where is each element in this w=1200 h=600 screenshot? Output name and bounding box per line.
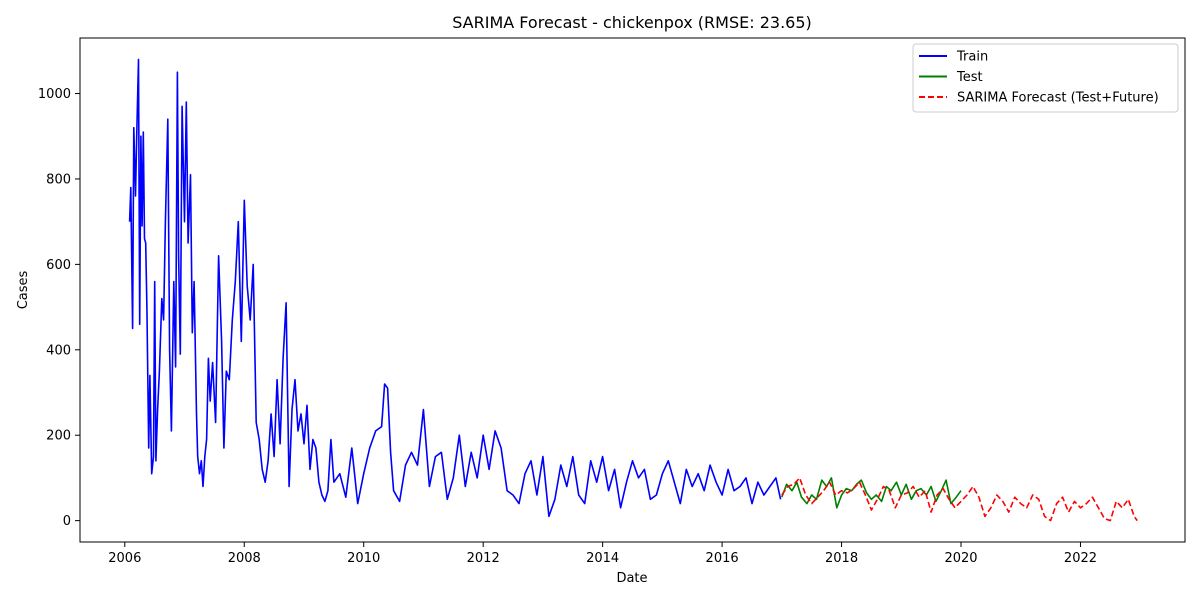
series-line-test — [781, 477, 962, 509]
legend: Train Test SARIMA Forecast (Test+Future) — [912, 43, 1179, 113]
series-line-sarima-forecast-test-future — [781, 477, 1138, 522]
y-tick-label: 400 — [46, 343, 71, 358]
x-tick-label: 2016 — [706, 551, 739, 566]
x-tick-label: 2012 — [467, 551, 500, 566]
x-tick-label: 2010 — [347, 551, 380, 566]
series-line-train — [128, 58, 782, 518]
legend-box — [912, 43, 1179, 113]
y-tick-label: 1000 — [38, 87, 71, 102]
x-tick-label: 2014 — [586, 551, 619, 566]
y-tick-label: 200 — [46, 429, 71, 444]
legend-label: Train — [956, 50, 988, 65]
y-axis-title: Cases — [16, 270, 31, 309]
legend-label: SARIMA Forecast (Test+Future) — [957, 91, 1159, 106]
x-tick-label: 2018 — [825, 551, 858, 566]
legend-label: Test — [956, 70, 983, 85]
y-tick-label: 800 — [46, 172, 71, 187]
x-tick-label: 2006 — [108, 551, 141, 566]
x-tick-label: 2008 — [228, 551, 261, 566]
y-axis: 0 200 400 600 800 1000 — [38, 87, 80, 529]
x-axis-title: Date — [616, 571, 647, 586]
x-tick-label: 2022 — [1064, 551, 1097, 566]
x-axis: 2006 2008 2010 2012 2014 2016 2018 2020 2022 — [108, 542, 1097, 566]
chart-title: SARIMA Forecast - chickenpox (RMSE: 23.6… — [452, 13, 812, 32]
x-tick-label: 2020 — [944, 551, 977, 566]
plot-frame — [79, 37, 1186, 543]
y-tick-label: 0 — [63, 514, 71, 529]
y-tick-label: 600 — [46, 258, 71, 273]
plot-area — [128, 58, 1138, 522]
